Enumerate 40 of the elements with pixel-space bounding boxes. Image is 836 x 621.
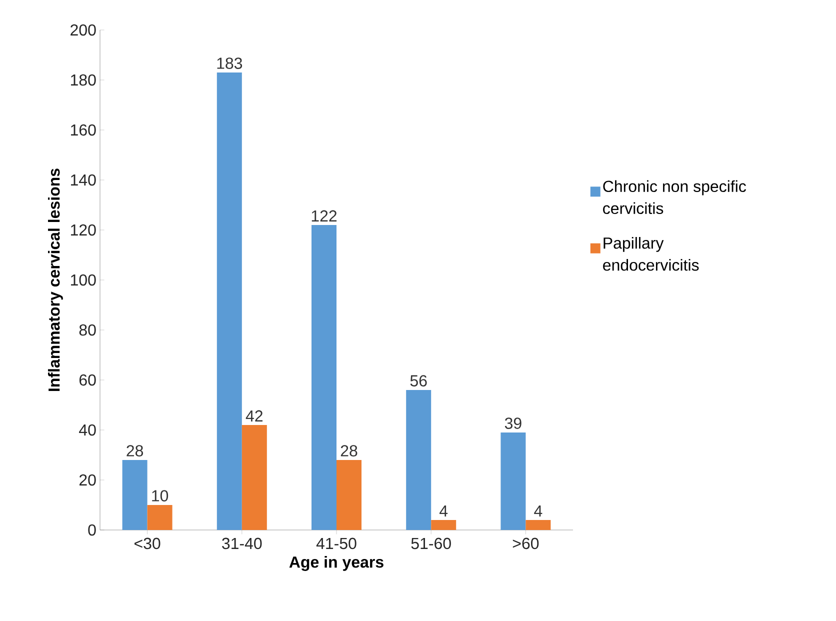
data-label: 4: [440, 505, 448, 516]
data-label: 28: [126, 445, 144, 456]
y-tick-label: 140: [71, 174, 96, 186]
x-tick-label: <30: [134, 538, 160, 550]
data-label: 56: [410, 375, 427, 386]
legend-label: Chronic non specific cervicitis: [603, 180, 746, 214]
bar: [336, 460, 362, 530]
bar: [500, 432, 526, 530]
data-label: 183: [217, 58, 242, 69]
x-tick-label: 31-40: [222, 538, 262, 550]
legend-label: Papillary endocervicitis: [603, 236, 699, 271]
data-label: 28: [340, 445, 358, 456]
bar: [431, 520, 456, 530]
bar: [406, 390, 432, 530]
y-tick-label: 40: [79, 424, 96, 436]
y-tick-label: 0: [88, 524, 96, 536]
bar: [526, 520, 551, 530]
bar: [312, 224, 337, 530]
y-tick-label: 80: [79, 324, 96, 336]
x-axis-title: Age in years: [289, 556, 384, 571]
data-label: 42: [246, 410, 262, 422]
data-label: 122: [312, 210, 337, 222]
bar: [147, 504, 172, 530]
data-label: 10: [152, 490, 168, 502]
data-label: 39: [504, 418, 522, 429]
y-tick-label: 180: [71, 74, 96, 86]
bar: [122, 460, 148, 530]
y-tick-label: 200: [70, 24, 96, 36]
x-tick-label: 41-50: [316, 538, 356, 550]
x-tick-label: 51-60: [411, 538, 451, 550]
y-tick-label: 100: [71, 274, 96, 286]
y-axis-title: Inflammatory cervical lesions: [48, 168, 63, 391]
bar: [242, 424, 267, 530]
data-label: 4: [534, 505, 542, 516]
y-tick-label: 160: [71, 124, 96, 136]
y-tick-label: 20: [79, 474, 96, 486]
y-tick-label: 120: [71, 224, 96, 236]
x-tick-label: >60: [512, 538, 539, 550]
bar: [216, 72, 242, 530]
y-tick-label: 60: [79, 374, 96, 386]
